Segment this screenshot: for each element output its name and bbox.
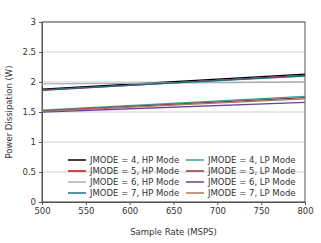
tick-mark — [39, 22, 42, 23]
tick-mark — [39, 52, 42, 53]
legend-swatch — [68, 170, 86, 172]
legend-label: JMODE = 6, HP Mode — [89, 177, 179, 187]
legend-item: JMODE = 7, LP Mode — [186, 188, 296, 198]
tick-label: 0.5 — [22, 167, 36, 177]
tick-label: 2 — [31, 77, 36, 87]
axis-line — [43, 203, 306, 206]
tick: 0.5 — [22, 167, 42, 177]
legend-item: JMODE = 6, HP Mode — [68, 177, 179, 187]
legend-swatch — [186, 170, 204, 172]
y-axis: 0 0.5 1 1.5 2 2.5 3 — [22, 17, 42, 207]
tick-label: 2.5 — [22, 47, 36, 57]
tick-mark — [261, 202, 262, 205]
tick-mark — [39, 82, 42, 83]
legend-swatch — [186, 159, 204, 161]
tick-mark — [39, 142, 42, 143]
legend-label: JMODE = 4, LP Mode — [207, 155, 296, 165]
axis-line — [39, 23, 43, 203]
grid-line — [42, 52, 305, 53]
chart: 500 550 600 650 700 750 800 0 0.5 1 1.5 2 2.5 3 JMODE … — [0, 0, 321, 243]
tick: 3 — [31, 17, 42, 27]
tick: 750 — [254, 202, 270, 216]
x-axis: 500 550 600 650 700 750 800 — [34, 202, 313, 216]
tick-mark — [217, 202, 218, 205]
tick-label: 550 — [78, 206, 94, 216]
tick-mark — [305, 202, 306, 205]
tick: 600 — [122, 202, 138, 216]
plot-frame — [42, 22, 305, 202]
legend-item: JMODE = 4, HP Mode — [68, 155, 179, 165]
tick-label: 3 — [31, 17, 36, 27]
grid-line — [42, 112, 305, 113]
series-line — [42, 102, 305, 112]
tick: 700 — [210, 202, 226, 216]
legend-label: JMODE = 6, LP Mode — [207, 177, 296, 187]
tick-label: 800 — [297, 206, 313, 216]
x-axis-title: Sample Rate (MSPS) — [130, 227, 217, 237]
legend-item: JMODE = 5, LP Mode — [186, 166, 296, 176]
tick-label: 1.5 — [22, 107, 36, 117]
tick: 500 — [34, 202, 50, 216]
tick-label: 700 — [210, 206, 226, 216]
legend-swatch — [68, 181, 86, 183]
tick-mark — [39, 112, 42, 113]
legend-swatch — [186, 192, 204, 194]
tick-mark — [39, 172, 42, 173]
legend-item: JMODE = 4, LP Mode — [186, 155, 296, 165]
legend-swatch — [186, 181, 204, 183]
series-line — [42, 75, 305, 90]
tick-label: 650 — [166, 206, 182, 216]
legend-swatch — [68, 192, 86, 194]
tick-mark — [39, 202, 42, 203]
tick: 800 — [297, 202, 313, 216]
tick: 550 — [78, 202, 94, 216]
legend-swatch — [68, 159, 86, 161]
legend-item: JMODE = 5, HP Mode — [68, 166, 179, 176]
tick-mark — [174, 202, 175, 205]
tick: 1 — [31, 137, 42, 147]
tick: 650 — [166, 202, 182, 216]
legend-item: JMODE = 7, HP Mode — [68, 188, 179, 198]
legend-label: JMODE = 4, HP Mode — [89, 155, 179, 165]
tick-label: 1 — [31, 137, 36, 147]
tick-label: 750 — [254, 206, 270, 216]
tick: 0 — [31, 197, 42, 207]
legend: JMODE = 4, HP ModeJMODE = 4, LP ModeJMOD… — [68, 155, 296, 198]
legend-label: JMODE = 7, HP Mode — [89, 188, 179, 198]
series-line — [42, 99, 305, 112]
tick: 2.5 — [22, 47, 42, 57]
legend-item: JMODE = 6, LP Mode — [186, 177, 296, 187]
lines — [42, 74, 305, 112]
series-line — [42, 76, 305, 90]
tick-label: 600 — [122, 206, 138, 216]
y-axis-title: Power Dissipation (W) — [4, 65, 14, 158]
plot: 500 550 600 650 700 750 800 0 0.5 1 1.5 2 2.5 3 JMODE … — [22, 17, 313, 216]
tick: 1.5 — [22, 107, 42, 117]
legend-label: JMODE = 5, LP Mode — [207, 166, 296, 176]
legend-label: JMODE = 7, LP Mode — [207, 188, 296, 198]
series-line — [42, 74, 305, 89]
tick-mark — [86, 202, 87, 205]
grid — [42, 22, 305, 202]
tick-label: 0 — [31, 197, 36, 207]
tick-label: 500 — [34, 206, 50, 216]
tick: 2 — [31, 77, 42, 87]
legend-label: JMODE = 5, HP Mode — [89, 166, 179, 176]
grid-line — [42, 142, 305, 143]
tick-mark — [130, 202, 131, 205]
